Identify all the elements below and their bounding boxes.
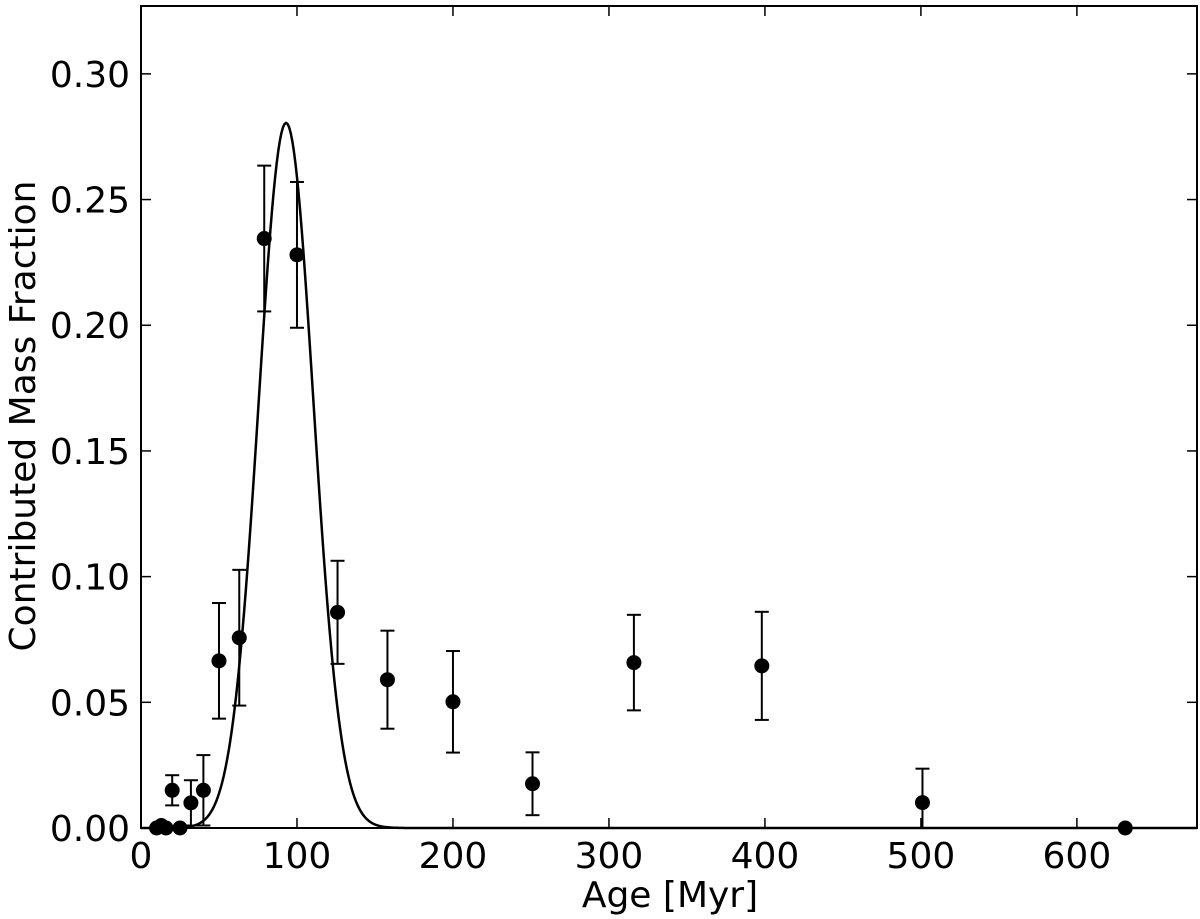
plot-frame: [140, 5, 1198, 829]
x-tick-label: 0: [130, 836, 153, 877]
data-point: [330, 604, 346, 620]
x-tick-label: 400: [731, 836, 800, 877]
y-tick-label: 0.25: [50, 181, 130, 222]
data-point: [183, 795, 199, 811]
data-point: [379, 672, 395, 688]
data-point: [256, 231, 272, 247]
y-axis: 0.00 0.05 0.10 0.15 0.20 0.25 0.30: [50, 55, 1197, 850]
y-tick-label: 0.20: [50, 306, 130, 347]
y-tick-label: 0.10: [50, 558, 130, 599]
y-tick-label: 0.05: [50, 683, 130, 724]
x-tick-label: 300: [575, 836, 644, 877]
y-tick-label: 0.00: [50, 809, 130, 850]
y-tick-label: 0.15: [50, 432, 130, 473]
data-point: [231, 630, 247, 646]
data-point: [211, 653, 227, 669]
y-tick-label: 0.30: [50, 55, 130, 96]
data-point: [626, 655, 642, 671]
gaussian-fit-line: [141, 121, 1197, 830]
data-point: [195, 782, 211, 798]
x-axis-title: Age [Myr]: [582, 875, 758, 916]
x-tick-label: 600: [1043, 836, 1112, 877]
x-tick-label: 100: [263, 836, 332, 877]
x-axis: 0 100 200 300 400 500 600: [130, 6, 1112, 877]
plot-area: [141, 121, 1197, 836]
data-point: [914, 795, 930, 811]
x-tick-label: 200: [419, 836, 488, 877]
data-point: [754, 658, 770, 674]
y-axis-title: Contributed Mass Fraction: [3, 181, 44, 652]
x-tick-label: 500: [887, 836, 956, 877]
data-point: [289, 247, 305, 263]
data-point: [445, 694, 461, 710]
data-point: [164, 782, 180, 798]
data-point: [525, 776, 541, 792]
